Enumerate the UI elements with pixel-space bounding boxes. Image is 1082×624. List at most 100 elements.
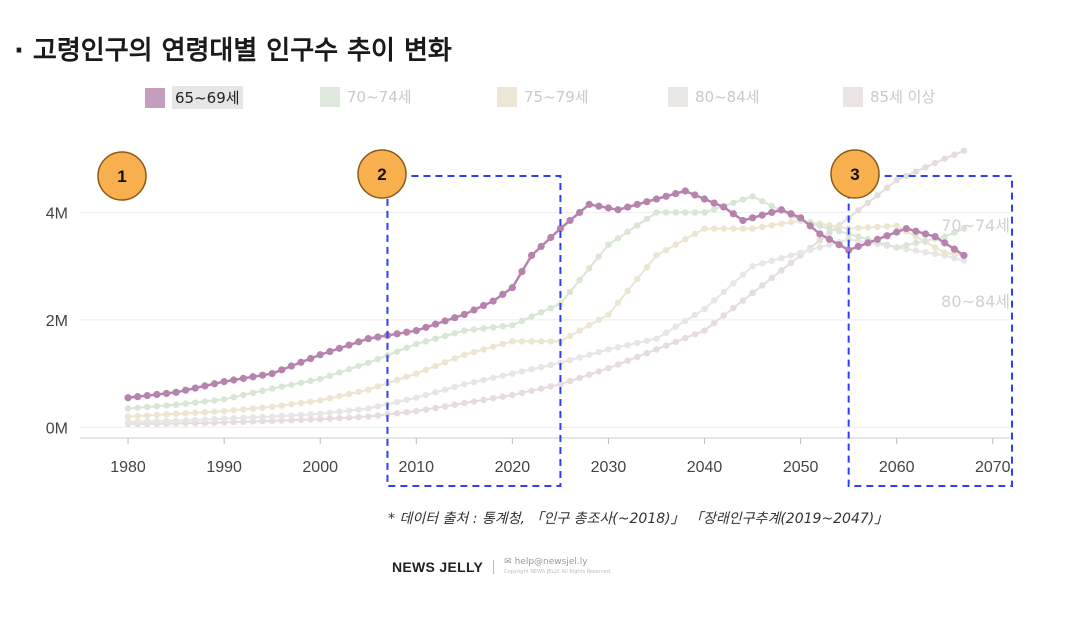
data-point (691, 230, 699, 238)
data-point (883, 223, 891, 230)
data-point (201, 382, 209, 390)
data-point (278, 417, 285, 424)
data-point (461, 327, 468, 334)
data-point (480, 376, 487, 384)
data-point (518, 368, 526, 375)
y-tick-label: 4M (46, 205, 68, 222)
data-point (874, 223, 881, 231)
data-point (778, 267, 785, 274)
data-point (893, 244, 900, 251)
data-point (816, 237, 824, 244)
series-line-80~84세 (127, 238, 965, 423)
mail-icon: ✉ (504, 557, 515, 567)
data-point (441, 317, 449, 325)
data-point (134, 412, 141, 420)
data-point (518, 317, 526, 325)
legend-item-65-69[interactable]: 65~69세 (145, 86, 243, 109)
data-point (393, 398, 401, 406)
data-point (297, 411, 305, 419)
data-point (403, 409, 410, 416)
data-point (941, 239, 949, 247)
legend-item-75-79[interactable]: 75~79세 (497, 86, 589, 107)
legend-item-85-plus[interactable]: 85세 이상 (843, 86, 935, 107)
data-point (672, 209, 679, 216)
data-point (211, 415, 218, 423)
data-point (432, 404, 439, 412)
data-point (470, 398, 478, 405)
x-tick-label: 1990 (206, 459, 242, 476)
annotation-box (386, 175, 562, 487)
data-point (662, 329, 670, 336)
data-point (461, 399, 468, 407)
data-point (624, 228, 631, 235)
data-point (326, 415, 334, 422)
data-point (336, 392, 343, 400)
data-point (778, 220, 785, 227)
data-point (413, 407, 420, 415)
data-point (729, 210, 737, 218)
series-end-label: 80~84세 (941, 292, 1010, 311)
data-point (634, 353, 641, 361)
x-tick-label: 2010 (398, 459, 434, 476)
data-point (288, 412, 295, 419)
contact-email[interactable]: ✉ help@newsjel.ly Copyright NEWS JELLY. … (504, 557, 612, 575)
data-point (509, 391, 516, 399)
data-point (144, 418, 151, 425)
data-point (701, 225, 708, 232)
legend-item-80-84[interactable]: 80~84세 (668, 86, 760, 107)
data-point (614, 206, 622, 214)
data-point (412, 326, 420, 335)
data-point (163, 417, 170, 425)
series-line-65~69세 (127, 189, 965, 399)
data-point (191, 384, 199, 392)
data-point (624, 341, 631, 349)
data-point (527, 251, 536, 260)
legend-item-70-74[interactable]: 70~74세 (320, 86, 412, 107)
data-point (220, 396, 228, 403)
data-point (489, 297, 497, 305)
data-point (144, 403, 151, 411)
data-point (124, 413, 132, 420)
data-point (653, 335, 660, 342)
data-point (634, 339, 641, 347)
data-point (384, 411, 391, 418)
data-point (566, 356, 574, 364)
data-point (701, 305, 708, 313)
data-point (951, 250, 958, 258)
data-point (422, 366, 430, 373)
data-point (595, 348, 603, 356)
data-point (278, 366, 286, 374)
data-point (528, 366, 535, 373)
data-point (720, 203, 728, 211)
data-point (259, 413, 266, 421)
data-point (240, 391, 247, 399)
data-point (326, 372, 334, 379)
data-point (701, 209, 708, 216)
data-point (883, 232, 891, 240)
data-point (710, 319, 718, 327)
legend-swatch-icon (668, 86, 688, 107)
data-point (489, 395, 497, 402)
data-point (806, 222, 814, 230)
data-point (787, 210, 795, 218)
legend-label: 65~69세 (172, 86, 243, 109)
data-point (730, 280, 737, 287)
data-point (614, 235, 622, 242)
data-point (268, 403, 276, 411)
x-tick-label: 2060 (879, 459, 915, 476)
data-point (432, 389, 439, 396)
legend-label: 75~79세 (524, 88, 589, 106)
data-point (259, 387, 266, 394)
data-point (557, 381, 564, 388)
data-point (951, 151, 958, 158)
data-point (576, 354, 583, 361)
data-point (413, 340, 420, 348)
data-point (922, 248, 929, 256)
data-point (288, 381, 295, 388)
data-point (153, 403, 161, 410)
data-point (451, 314, 459, 322)
data-point (509, 322, 516, 329)
data-point (518, 267, 526, 276)
annotation-number: 1 (117, 167, 126, 186)
data-point (307, 377, 314, 385)
